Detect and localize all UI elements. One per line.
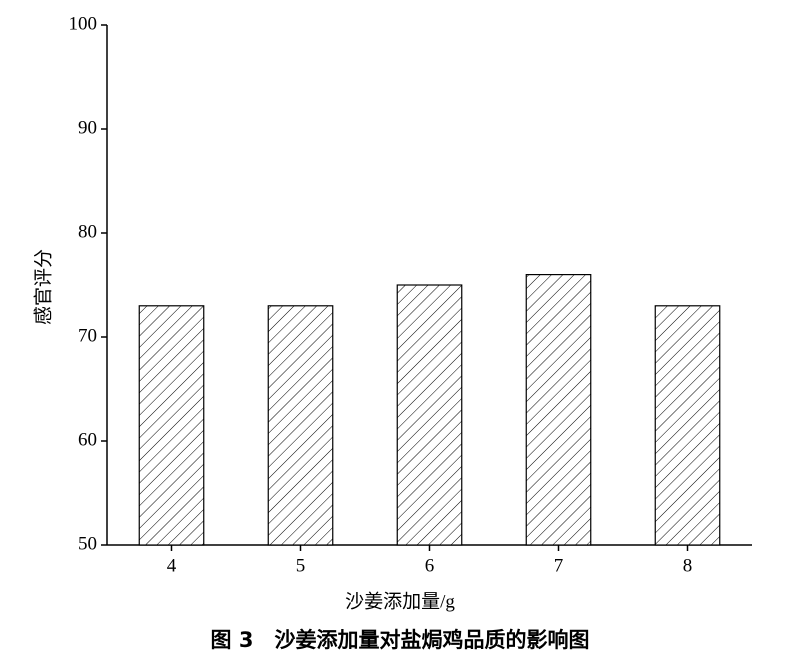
bar — [525, 274, 592, 546]
y-tick-label: 90 — [78, 117, 97, 138]
y-tick-label: 50 — [78, 533, 97, 554]
y-tick-label: 60 — [78, 429, 97, 450]
x-tick-label: 4 — [167, 555, 177, 576]
y-axis-label: 感官评分 — [32, 249, 54, 325]
x-axis-label: 沙姜添加量/g — [345, 590, 455, 612]
x-tick-label: 6 — [425, 555, 435, 576]
x-tick-label: 8 — [683, 555, 693, 576]
x-tick-label: 7 — [554, 555, 564, 576]
bar — [267, 305, 334, 546]
y-tick-label: 100 — [69, 13, 98, 34]
bar — [138, 305, 205, 546]
caption: 图 3 沙姜添加量对盐焗鸡品质的影响图 — [211, 628, 590, 652]
bar — [396, 284, 463, 546]
x-tick-label: 5 — [296, 555, 306, 576]
y-tick-label: 80 — [78, 221, 97, 242]
y-tick-label: 70 — [78, 325, 97, 346]
bar — [654, 305, 721, 546]
